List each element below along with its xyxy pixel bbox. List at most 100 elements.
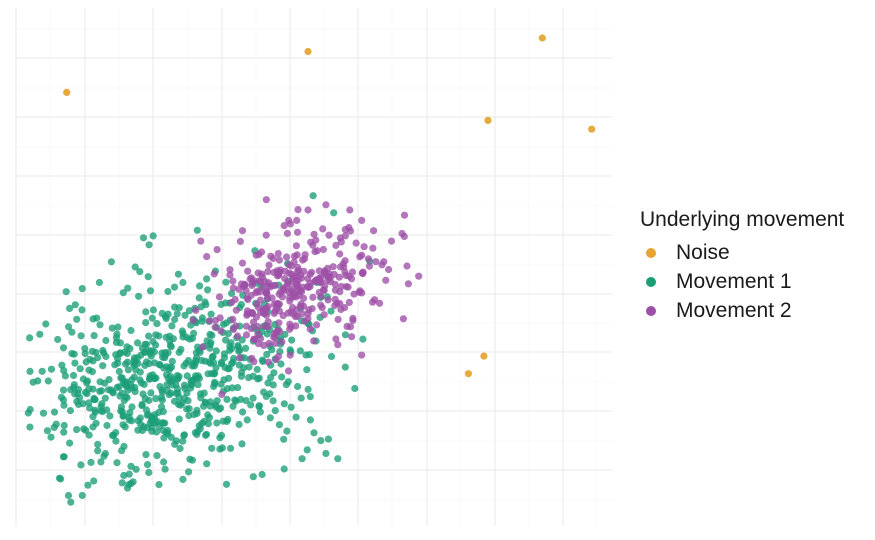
movement-1-point xyxy=(220,350,228,358)
movement-1-point xyxy=(180,381,189,389)
movement-1-point xyxy=(183,405,191,413)
movement-1-point xyxy=(239,408,247,416)
movement-1-point xyxy=(99,362,107,370)
movement-1-point xyxy=(195,422,203,430)
movement-1-point xyxy=(86,404,94,412)
movement-1-point xyxy=(324,435,332,443)
movement-1-point xyxy=(161,349,169,357)
movement-1-point xyxy=(91,396,99,404)
movement-1-point xyxy=(217,431,226,439)
movement-1-point xyxy=(280,465,288,473)
movement-1-point xyxy=(185,468,193,476)
movement-2-point xyxy=(340,263,348,271)
movement-2-point xyxy=(304,206,312,214)
movement-1-point xyxy=(76,365,84,373)
series-movement-2-points xyxy=(189,196,423,398)
movement-2-point xyxy=(265,261,273,269)
movement-1-point xyxy=(187,377,195,385)
movement-1-point xyxy=(111,361,119,369)
movement-2-point xyxy=(203,253,211,261)
movement-1-point xyxy=(138,426,146,435)
movement-2-point xyxy=(280,222,288,230)
movement-2-point xyxy=(264,268,272,276)
movement-1-point xyxy=(236,346,244,354)
movement-1-point xyxy=(283,427,291,435)
movement-1-point xyxy=(234,384,242,392)
movement-1-point xyxy=(173,310,181,318)
movement-1-point xyxy=(198,314,206,322)
movement-1-point xyxy=(212,347,220,355)
movement-2-point xyxy=(320,270,329,278)
movement-1-point xyxy=(26,423,34,431)
movement-1-point xyxy=(327,352,336,361)
movement-1-point xyxy=(205,358,213,366)
movement-2-point xyxy=(331,295,339,303)
movement-2-point xyxy=(235,354,244,362)
movement-1-point xyxy=(68,328,76,336)
movement-2-point xyxy=(253,300,261,308)
movement-2-point xyxy=(269,254,277,263)
movement-1-point xyxy=(222,278,230,286)
movement-1-point xyxy=(145,468,153,477)
movement-2-point xyxy=(306,325,314,333)
movement-1-point xyxy=(211,380,219,388)
movement-1-point xyxy=(242,397,250,405)
movement-1-point xyxy=(194,381,202,389)
movement-2-point xyxy=(319,245,327,254)
movement-1-point xyxy=(179,475,187,483)
movement-2-point xyxy=(298,310,306,318)
movement-1-point xyxy=(164,430,172,438)
movement-2-point xyxy=(358,351,366,359)
movement-1-point xyxy=(292,413,300,421)
movement-1-point xyxy=(258,356,267,364)
movement-1-point xyxy=(164,310,172,318)
movement-2-point xyxy=(236,237,244,245)
movement-1-point xyxy=(77,461,85,469)
movement-1-point xyxy=(280,400,288,408)
movement-1-point xyxy=(81,388,90,396)
movement-1-point xyxy=(198,356,206,365)
movement-1-point xyxy=(258,470,266,479)
movement-1-point xyxy=(297,394,305,402)
legend-key-movement-1 xyxy=(640,271,662,293)
movement-1-point xyxy=(179,278,187,287)
movement-1-point xyxy=(127,326,135,335)
movement-1-point xyxy=(235,420,243,429)
movement-1-point xyxy=(208,444,216,452)
movement-2-point xyxy=(215,293,224,301)
movement-2-point xyxy=(275,290,283,298)
movement-2-point xyxy=(332,335,340,343)
movement-1-point xyxy=(79,400,87,408)
movement-1-point xyxy=(288,336,296,344)
movement-1-point xyxy=(44,377,52,385)
movement-2-point xyxy=(243,310,252,318)
movement-1-point xyxy=(85,366,93,374)
movement-1-point xyxy=(81,350,89,358)
movement-1-point xyxy=(60,421,68,430)
movement-1-point xyxy=(113,383,121,391)
movement-1-point xyxy=(142,319,150,327)
movement-1-point xyxy=(156,361,164,369)
movement-2-point xyxy=(311,248,319,256)
legend-key-noise xyxy=(640,242,662,264)
movement-1-point xyxy=(118,447,126,455)
movement-2-point xyxy=(286,351,294,359)
movement-1-point xyxy=(135,292,143,300)
plot-grid xyxy=(15,8,612,526)
movement-2-point xyxy=(257,277,265,285)
movement-1-point xyxy=(95,278,103,287)
movement-1-point xyxy=(64,491,73,500)
movement-1-point xyxy=(84,481,92,489)
movement-1-point xyxy=(180,432,188,440)
movement-2-point xyxy=(226,266,234,274)
movement-1-point xyxy=(57,475,65,483)
movement-1-point xyxy=(71,301,79,309)
movement-2-point xyxy=(290,258,298,266)
movement-1-point xyxy=(263,350,271,358)
movement-1-point xyxy=(70,350,78,358)
movement-1-point xyxy=(73,426,81,434)
movement-2-point xyxy=(213,246,221,254)
movement-1-point xyxy=(330,209,338,217)
legend-item-noise: Noise xyxy=(640,238,844,267)
movement-1-point xyxy=(103,406,111,414)
